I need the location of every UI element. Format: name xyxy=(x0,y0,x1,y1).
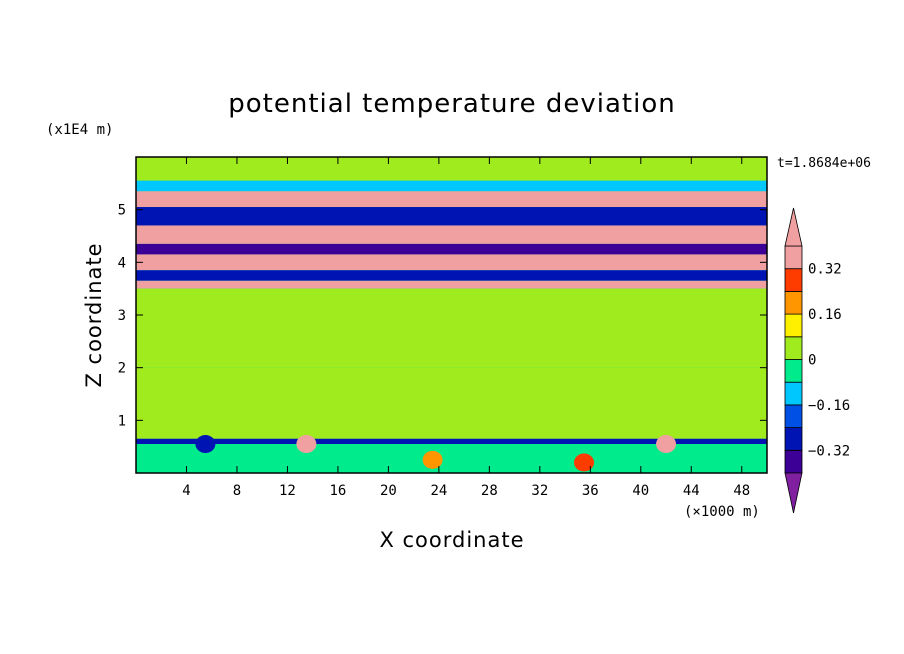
colorbar-top-arrow xyxy=(784,207,803,247)
colorbar-segment xyxy=(784,427,803,451)
x-tick-label: 36 xyxy=(582,483,599,499)
colorbar-segment xyxy=(784,336,803,360)
time-label: t=1.8684e+06 xyxy=(777,156,871,171)
contour-band xyxy=(136,438,767,445)
contour-feature xyxy=(656,435,677,454)
y-tick-label: 2 xyxy=(118,361,126,377)
colorbar: 0.32 0.16 0 −0.16 −0.32 xyxy=(784,207,850,514)
colorbar-segment xyxy=(784,359,803,383)
x-tick-label: 12 xyxy=(279,483,296,499)
contour-band xyxy=(136,254,767,271)
x-tick-label: 32 xyxy=(531,483,548,499)
y-axis-label: Z coordinate xyxy=(82,242,106,387)
x-tick-label: 8 xyxy=(233,483,241,499)
x-tick-label: 20 xyxy=(380,483,397,499)
contour-bands xyxy=(136,157,767,473)
contour-band xyxy=(136,367,767,439)
y-unit-label: (x1E4 m) xyxy=(46,122,113,138)
x-unit-label: (×1000 m) xyxy=(684,504,760,520)
colorbar-segment xyxy=(784,449,803,474)
contour-feature xyxy=(422,450,443,469)
y-tick-label: 3 xyxy=(118,308,126,324)
colorbar-label: 0 xyxy=(808,353,816,369)
contour-features xyxy=(195,435,677,472)
colorbar-segment xyxy=(784,381,803,406)
contour-feature xyxy=(574,453,595,472)
x-tick-label: 24 xyxy=(430,483,447,499)
contour-feature xyxy=(296,435,317,454)
colorbar-segment xyxy=(784,245,803,270)
plot-area xyxy=(136,157,767,473)
x-tick-label: 16 xyxy=(329,483,346,499)
contour-band xyxy=(136,180,767,192)
x-tick-label: 48 xyxy=(733,483,750,499)
contour-band xyxy=(136,270,767,281)
contour-feature xyxy=(195,435,216,454)
x-tick-label: 4 xyxy=(182,483,190,499)
chart-title: potential temperature deviation xyxy=(228,89,675,119)
x-axis-label: X coordinate xyxy=(379,528,524,552)
x-axis: 4 8 12 16 20 24 28 32 36 40 44 48 xyxy=(182,157,750,499)
colorbar-label: −0.32 xyxy=(808,443,850,459)
contour-band xyxy=(136,191,767,208)
y-tick-label: 1 xyxy=(118,413,126,429)
colorbar-label: 0.16 xyxy=(808,307,842,323)
colorbar-segment xyxy=(784,290,803,315)
contour-band xyxy=(136,225,767,244)
x-tick-label: 40 xyxy=(632,483,649,499)
y-tick-label: 5 xyxy=(118,203,126,219)
colorbar-bottom-arrow xyxy=(784,472,803,514)
colorbar-segment xyxy=(784,313,803,338)
contour-band xyxy=(136,157,767,181)
colorbar-segment xyxy=(784,268,803,292)
contour-band xyxy=(136,207,767,226)
y-axis: 1 2 3 4 5 xyxy=(118,203,767,429)
colorbar-segment xyxy=(784,404,803,428)
contour-band xyxy=(136,243,767,255)
colorbar-label: −0.16 xyxy=(808,398,850,414)
x-tick-label: 44 xyxy=(683,483,700,499)
colorbar-label: 0.32 xyxy=(808,262,842,278)
contour-band xyxy=(136,280,767,289)
contour-band xyxy=(136,288,767,368)
x-tick-label: 28 xyxy=(481,483,498,499)
y-tick-label: 4 xyxy=(118,255,126,271)
